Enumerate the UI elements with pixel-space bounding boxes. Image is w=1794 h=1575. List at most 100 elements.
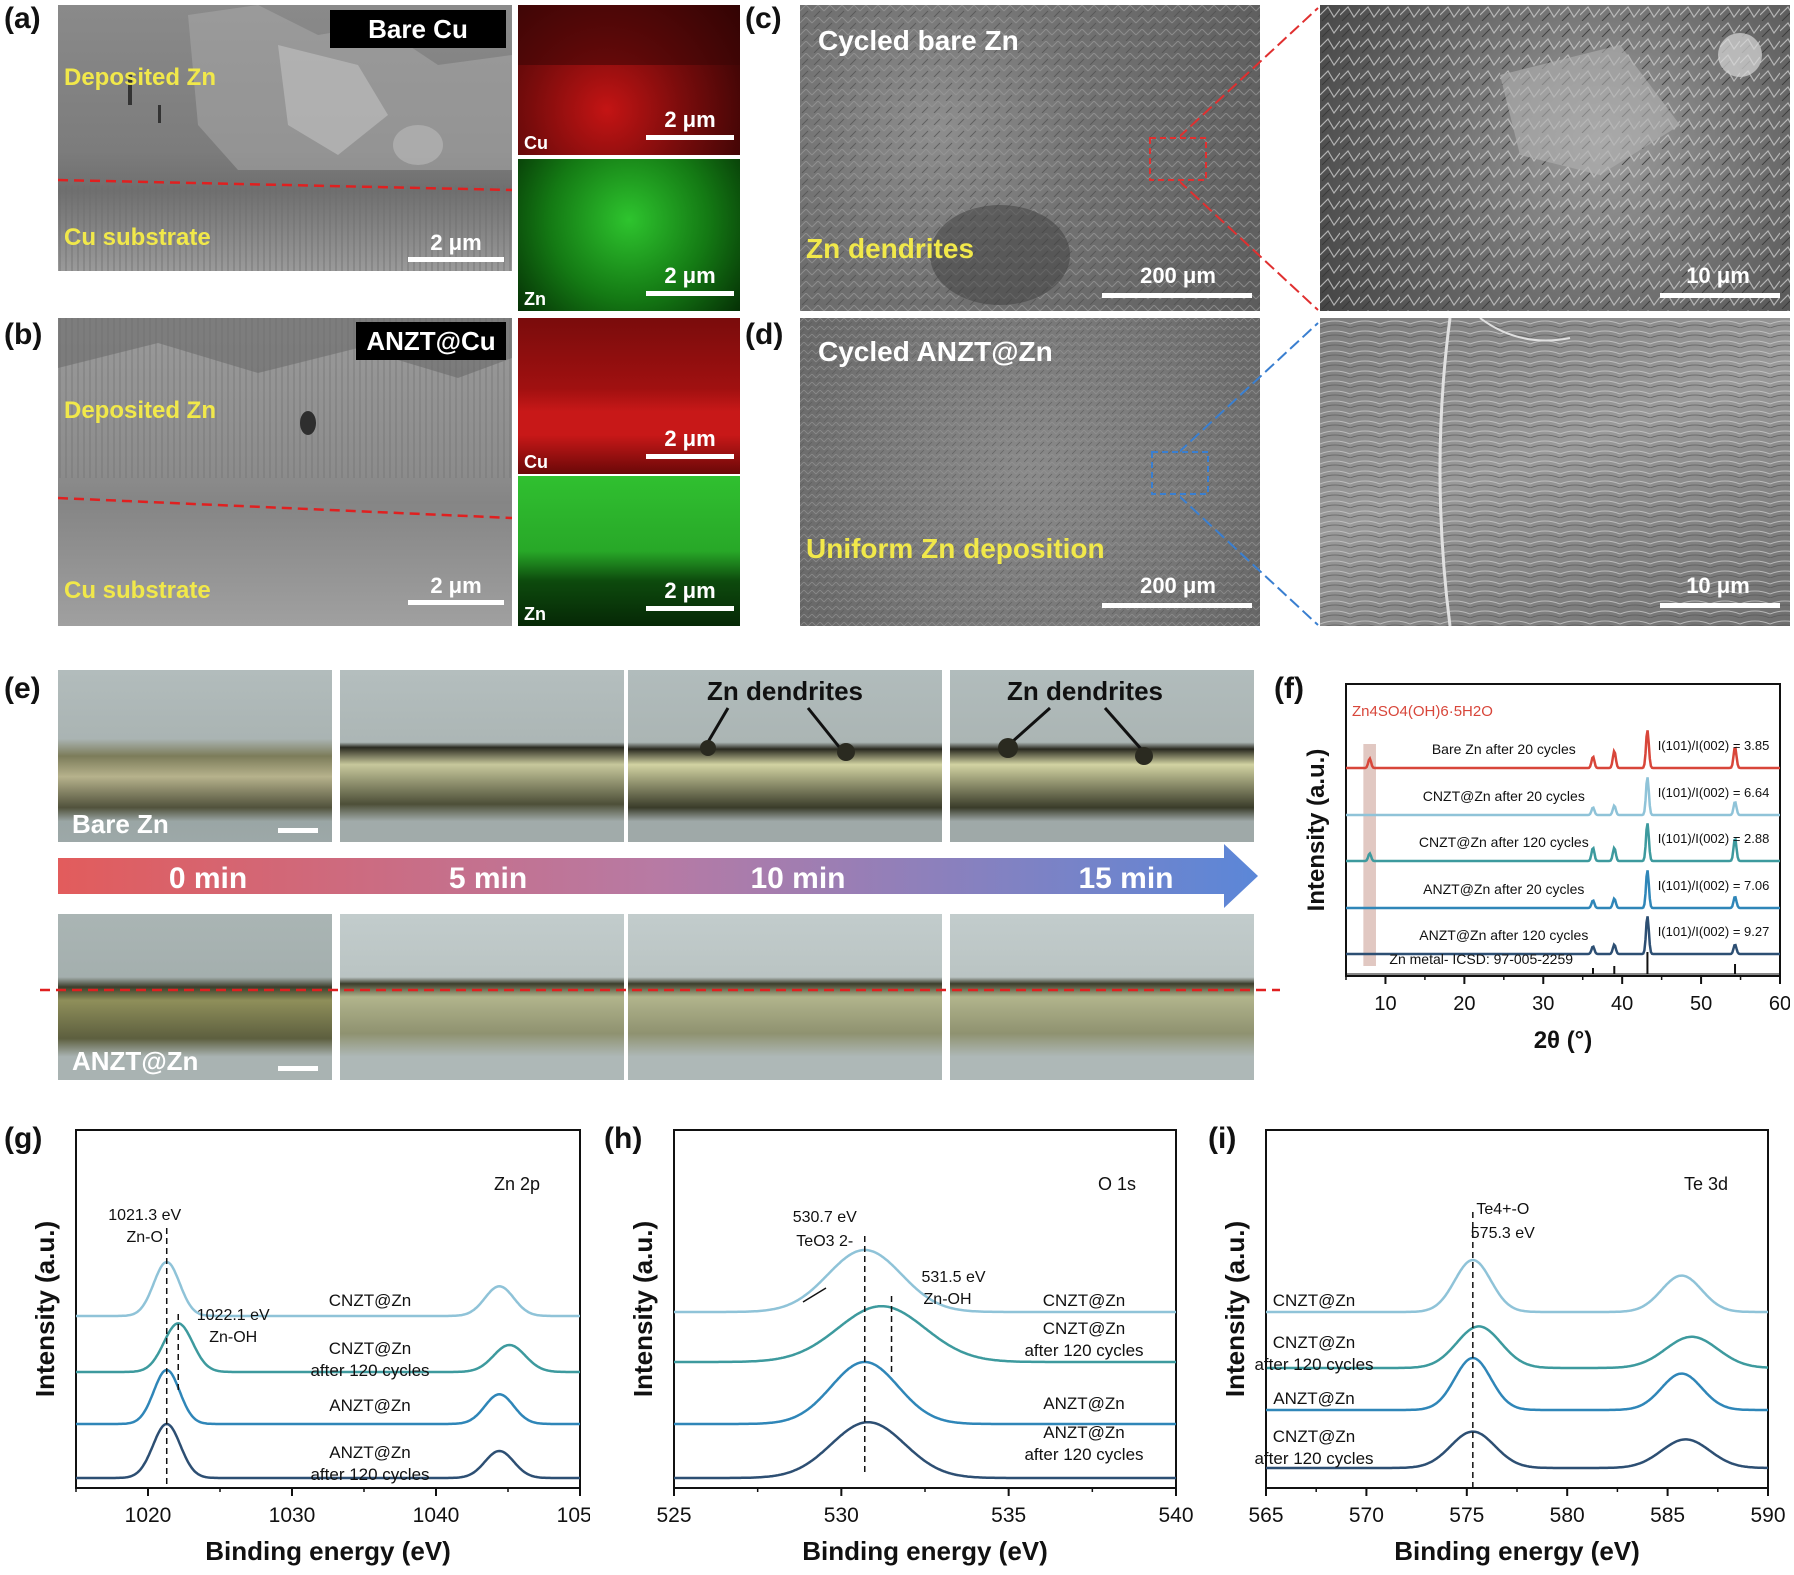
y-axis-label: Intensity (a.u.): [30, 1221, 60, 1397]
x-tick-label: 40: [1611, 993, 1633, 1015]
series-label: CNZT@Zn after 20 cycles: [1423, 788, 1585, 804]
xps-series-line: [76, 1368, 580, 1426]
panel-b-label: (b): [4, 318, 43, 351]
peak-annotation: 530.7 eV: [793, 1209, 857, 1226]
series-label: after 120 cycles: [1254, 1355, 1373, 1374]
optical-bare-0min: Bare Zn: [58, 670, 332, 842]
annotation-arrow: [802, 1287, 827, 1303]
xps-series-line: [674, 1360, 1176, 1426]
title-cycled-bare-zn: Cycled bare Zn: [818, 25, 1019, 56]
series-label: ANZT@Zn: [1273, 1389, 1354, 1408]
optical-anzt-5min: [340, 914, 624, 1080]
scale-bar: [408, 600, 504, 605]
scale-bar: [1660, 603, 1780, 608]
series-label: CNZT@Zn: [1043, 1319, 1125, 1338]
optical-bare-5min: [340, 670, 624, 842]
x-tick-label: 20: [1453, 993, 1475, 1015]
time-0min: 0 min: [169, 862, 247, 895]
xrd-series-line: [1346, 870, 1780, 910]
series-label: after 120 cycles: [310, 1361, 429, 1380]
ratio-label: I(101)/I(002) = 2.88: [1658, 831, 1770, 846]
ratio-label: I(101)/I(002) = 9.27: [1658, 924, 1770, 939]
series-label: after 120 cycles: [1254, 1449, 1373, 1468]
zoom-box: [1151, 451, 1209, 495]
xrd-chart: 10 20 30 40 50 60 2θ (°) Intensity (a.u.) Zn4SO4…: [1303, 683, 1790, 1054]
eds-map-cu-a: Cu 2 μm: [518, 5, 740, 155]
x-tick-label: 580: [1550, 1504, 1585, 1527]
peak-annotation: TeO3 2-: [796, 1233, 853, 1250]
x-axis-label: 2θ (°): [1534, 1027, 1593, 1054]
peak-annotation: Zn-OH: [924, 1291, 972, 1308]
scale-label: 10 μm: [1686, 263, 1750, 288]
eds-map-zn-a: Zn 2 μm: [518, 159, 740, 311]
panel-d-label: (d): [745, 318, 784, 351]
ratio-label: I(101)/I(002) = 3.85: [1658, 738, 1770, 753]
row-label-anzt-zn: ANZT@Zn: [72, 1046, 198, 1076]
series-label: ANZT@Zn: [329, 1443, 410, 1462]
map-label-cu: Cu: [524, 133, 548, 153]
xps-series-line: [1266, 1325, 1769, 1370]
series-label: ANZT@Zn: [1043, 1423, 1124, 1442]
series-label: CNZT@Zn: [1043, 1291, 1125, 1310]
plot-frame: [1345, 683, 1781, 977]
x-tick-label: 1030: [269, 1504, 316, 1527]
panel-e-label: (e): [4, 672, 41, 705]
series-label: CNZT@Zn after 120 cycles: [1419, 834, 1589, 850]
map-scale-label: 2 μm: [664, 426, 715, 451]
note-uniform-deposition: Uniform Zn deposition: [806, 533, 1105, 564]
title-cycled-anzt-zn: Cycled ANZT@Zn: [818, 336, 1053, 367]
zone-cu-substrate: Cu substrate: [64, 224, 211, 251]
scale-bar: [1660, 293, 1780, 298]
x-tick-label: 30: [1532, 993, 1554, 1015]
xps-series-line: [76, 1260, 580, 1318]
scale-bar: [408, 257, 504, 262]
scale-bar: [278, 828, 318, 833]
scale-bar: [1102, 603, 1252, 608]
series-label: CNZT@Zn: [329, 1339, 411, 1358]
sem-image-bare-cu: Deposited Zn Cu substrate Bare Cu 2 μm: [58, 5, 512, 271]
zoom-connector-d: [1180, 322, 1319, 626]
core-level-title: Zn 2p: [494, 1174, 540, 1194]
series-label: ANZT@Zn after 20 cycles: [1423, 881, 1584, 897]
time-15min: 15 min: [1078, 862, 1173, 895]
zoom-connector-c: [1180, 7, 1319, 311]
x-tick-label: 585: [1650, 1504, 1685, 1527]
peak-annotation: Zn-O: [126, 1229, 162, 1246]
map-scale-label: 2 μm: [664, 263, 715, 288]
map-label-cu: Cu: [524, 452, 548, 472]
scale-label: 2 μm: [430, 230, 481, 255]
sem-image-cycled-bare-zn: Cycled bare Zn Zn dendrites 200 μm: [800, 5, 1260, 311]
series-label: ANZT@Zn after 120 cycles: [1419, 927, 1588, 943]
x-tick-label: 1040: [413, 1504, 460, 1527]
x-tick-label: 60: [1769, 993, 1790, 1015]
core-level-title: Te 3d: [1684, 1174, 1728, 1194]
xps-series-line: [1266, 1258, 1768, 1314]
xps-series-line: [76, 1422, 580, 1480]
map-scale-label: 2 μm: [664, 107, 715, 132]
xrd-series-line: [1346, 916, 1780, 956]
zone-deposited-zn: Deposited Zn: [64, 397, 216, 424]
annotation-zn-dendrites: Zn dendrites: [707, 676, 863, 706]
interface-line: [58, 496, 512, 520]
optical-bare-10min: Zn dendrites: [628, 670, 942, 842]
scale-bar: [1102, 293, 1252, 298]
sem-zoom-bare-zn: 10 μm: [1320, 5, 1790, 311]
x-tick-label: 1050: [557, 1504, 590, 1527]
x-tick-label: 540: [1158, 1504, 1193, 1527]
series-label: ANZT@Zn: [329, 1396, 410, 1415]
x-tick-label: 575: [1449, 1504, 1484, 1527]
zone-deposited-zn: Deposited Zn: [64, 64, 216, 91]
sem-image-cycled-anzt-zn: Cycled ANZT@Zn Uniform Zn deposition 200…: [800, 318, 1260, 626]
xps-series-line: [1266, 1356, 1768, 1412]
x-tick-label: 1020: [125, 1504, 172, 1527]
xrd-series-line: [1346, 777, 1780, 817]
phase-label: Zn4SO4(OH)6·5H2O: [1352, 703, 1493, 720]
optical-bare-15min: Zn dendrites: [950, 670, 1254, 842]
tag-anzt-cu: ANZT@Cu: [366, 326, 495, 356]
y-axis-label: Intensity (a.u.): [1220, 1221, 1250, 1397]
annotation-zn-dendrites: Zn dendrites: [1007, 676, 1163, 706]
ratio-label: I(101)/I(002) = 7.06: [1658, 878, 1770, 893]
sem-image-anzt-cu: Deposited Zn Cu substrate ANZT@Cu 2 μm: [58, 318, 512, 626]
core-level-title: O 1s: [1098, 1174, 1136, 1194]
x-tick-label: 590: [1750, 1504, 1785, 1527]
